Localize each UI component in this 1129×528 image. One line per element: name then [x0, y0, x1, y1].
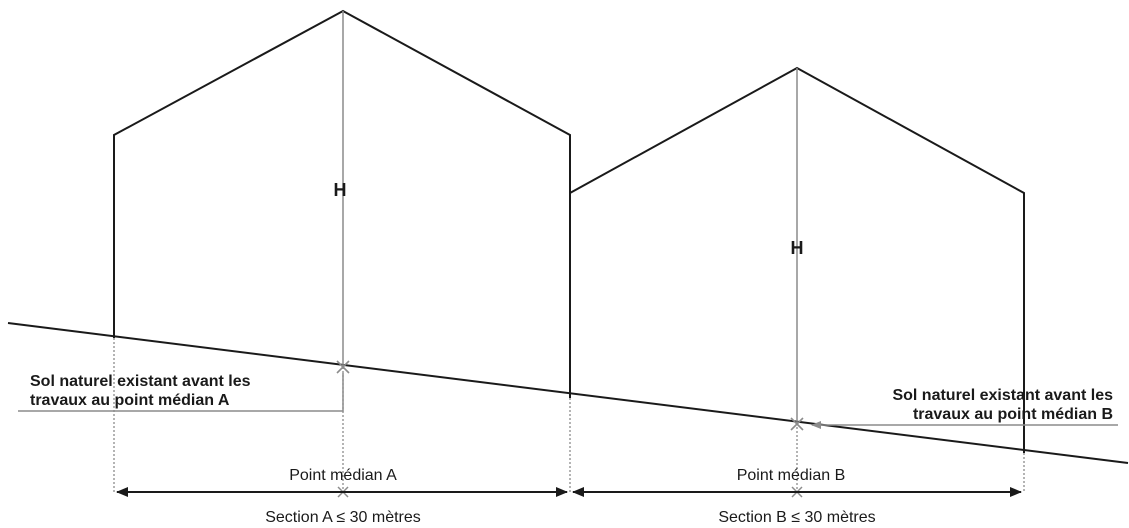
ground-label-b-line2: travaux au point médian B	[913, 406, 1113, 423]
ground-label-a-line1: Sol naturel existant avant les	[30, 373, 251, 390]
natural-ground-line	[7, 322, 1129, 464]
ground-label-a-leader	[18, 373, 344, 412]
building-b-outline	[569, 66, 1025, 453]
midpoint-marker-b	[790, 417, 804, 431]
ground-label-b-line1: Sol naturel existant avant les	[892, 387, 1113, 404]
height-label-b: H	[791, 238, 804, 258]
building-a-outline	[113, 9, 571, 398]
midpoint-label-b: Point médian B	[737, 467, 846, 484]
section-label-a: Section A ≤ 30 mètres	[265, 509, 421, 526]
height-label-a: H	[334, 180, 347, 200]
midpoint-marker-a	[336, 360, 350, 374]
ground-label-a-line2: travaux au point médian A	[30, 392, 230, 409]
section-label-b: Section B ≤ 30 mètres	[718, 509, 875, 526]
midpoint-label-a: Point médian A	[289, 467, 397, 484]
